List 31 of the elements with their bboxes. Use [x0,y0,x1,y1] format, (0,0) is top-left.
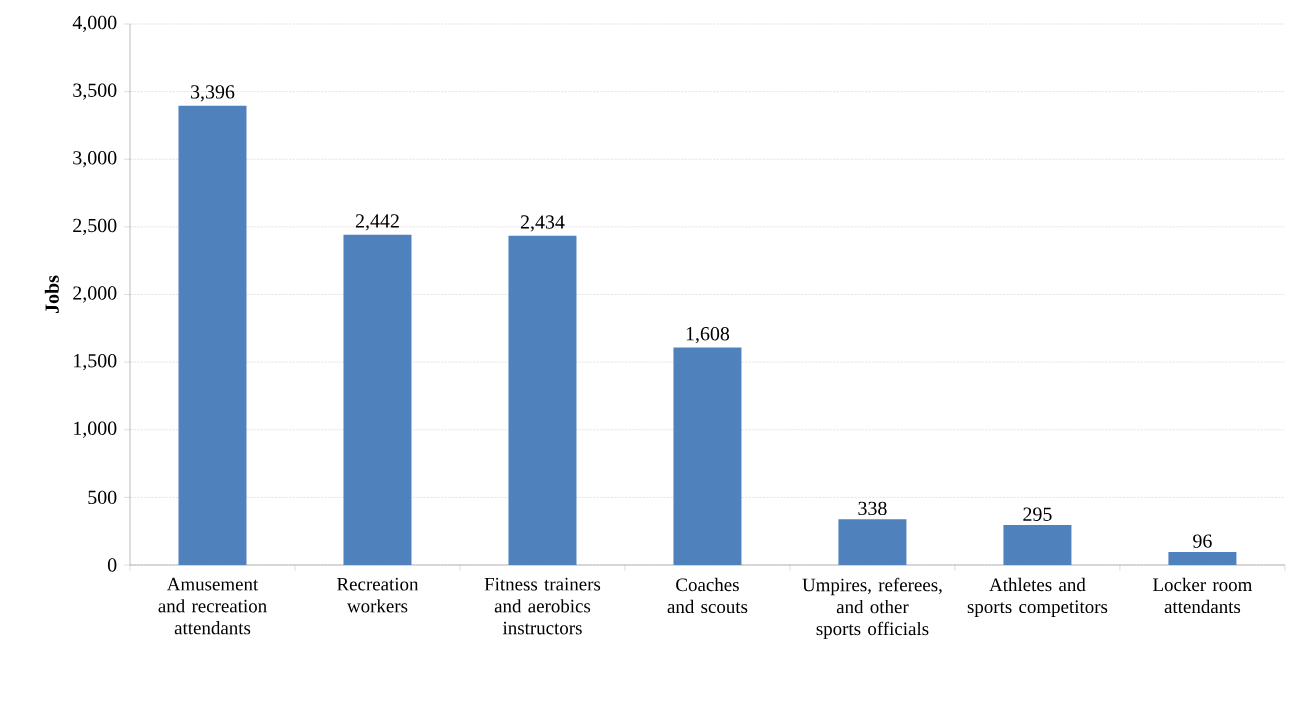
bar [343,234,412,565]
y-axis-title: Jobs [44,275,59,313]
x-tick-label: Umpires, referees, and other sports officials [802,577,942,640]
data-label: 2,434 [520,215,565,232]
y-tick-label: 1,000 [74,421,117,438]
y-tick-label: 3,000 [73,151,117,168]
x-tick-label: Athletes and sports competitors [967,577,1108,617]
bar [178,105,247,565]
y-tick-label: 2,000 [73,286,117,303]
data-label: 1,608 [686,327,730,344]
x-tick-label: Locker room attendants [1153,577,1253,614]
y-tick-label: 0 [107,558,117,572]
bar [838,519,907,565]
bar [1003,525,1072,565]
data-label: 2,442 [355,214,399,231]
y-tick-label: 2,500 [73,218,117,236]
x-tick-label: Coaches and scouts [667,577,748,614]
bar [508,235,577,565]
y-tick-label: 3,500 [73,83,117,100]
data-label: 3,396 [191,85,235,102]
bar [673,347,742,565]
data-label: 96 [1193,534,1212,548]
x-tick-label: Fitness trainers and aerobics instructors [484,577,601,635]
data-label: 338 [858,501,887,516]
y-tick-label: 4,000 [72,15,117,33]
data-label: 295 [1023,507,1052,521]
x-tick-label: Recreation workers [337,577,419,613]
y-tick-label: 1,500 [74,353,117,371]
bar [1168,552,1237,565]
y-tick-label: 500 [88,490,117,505]
x-tick-label: Amusement and recreation attendants [158,577,267,635]
